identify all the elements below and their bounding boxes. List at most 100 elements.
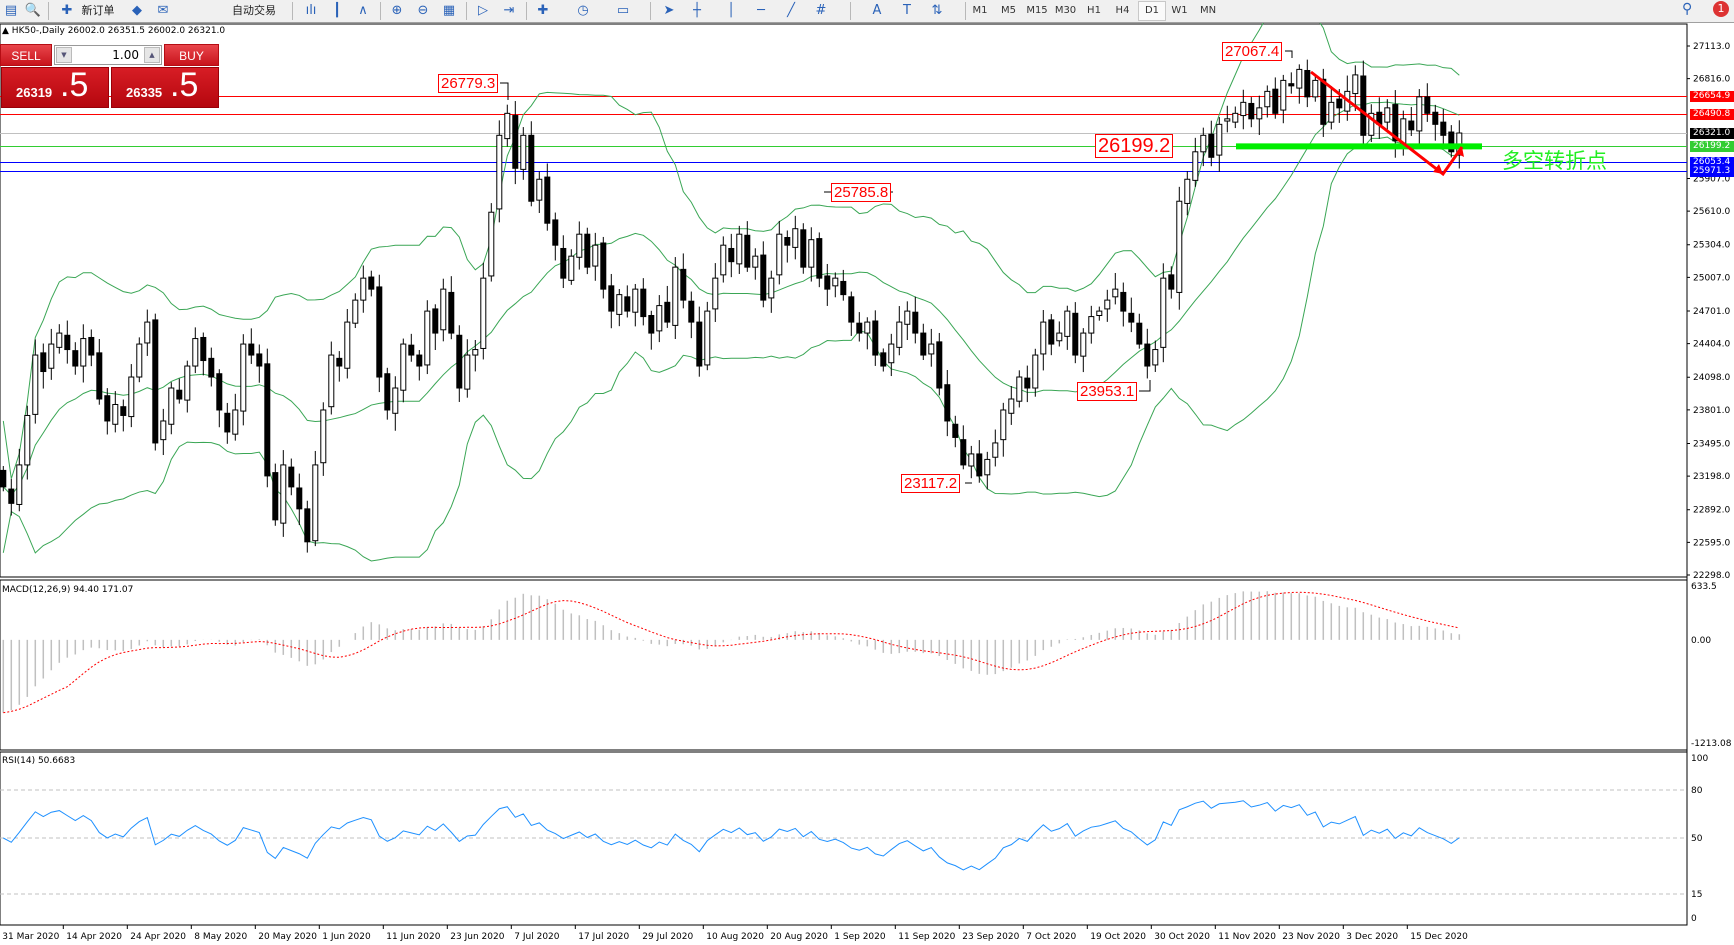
auto-trading-button[interactable]: 自动交易 [232, 4, 276, 17]
candle-body [320, 409, 327, 464]
templates-icon[interactable]: ▭ [616, 3, 630, 18]
candle-body [1336, 98, 1343, 109]
candle-body [600, 242, 607, 290]
candle-body [1088, 316, 1095, 334]
collapse-arrow-icon[interactable]: ▲ [2, 26, 9, 36]
lot-size-value[interactable]: 1.00 [112, 48, 139, 62]
indicators-icon[interactable]: ✚ [537, 3, 549, 18]
new-chart-icon[interactable]: ▤ [4, 3, 18, 18]
date-tick-label: 14 Apr 2020 [66, 932, 122, 942]
timeframe-m30[interactable]: M30 [1054, 5, 1077, 16]
candle-body [80, 338, 87, 367]
text-label-icon[interactable]: T [903, 3, 911, 18]
candle-body [896, 321, 903, 348]
candle-body [440, 288, 447, 331]
candle-body [1136, 322, 1143, 345]
sell-price-button[interactable]: 26319 .5 [1, 66, 109, 108]
annotation-high-nov[interactable]: 27067.4 [1222, 42, 1283, 61]
date-tick-label: 23 Nov 2020 [1282, 932, 1340, 942]
candle-body [640, 288, 647, 318]
chart-shift-icon[interactable]: ⇥ [503, 3, 515, 18]
bar-chart-icon[interactable]: ılı [305, 3, 317, 18]
timeframe-m5[interactable]: M5 [1001, 5, 1016, 16]
ask-price-main: 26335 [126, 85, 163, 100]
candle-body [1000, 409, 1007, 441]
timeframe-m15[interactable]: M15 [1026, 5, 1048, 16]
date-tick-label: 29 Jul 2020 [642, 932, 693, 942]
lot-decrease-button[interactable]: ▼ [56, 47, 72, 63]
fibonacci-icon[interactable]: # [815, 3, 827, 18]
lot-increase-button[interactable]: ▲ [144, 47, 160, 63]
timeframe-m1[interactable]: M1 [972, 5, 988, 16]
candle-body [1128, 312, 1135, 323]
timeframe-h4[interactable]: H4 [1115, 5, 1130, 16]
crosshair-icon[interactable]: ┼ [693, 3, 701, 18]
cursor-icon[interactable]: ➤ [663, 3, 675, 18]
candle-body [120, 406, 127, 416]
zoom-out-icon[interactable]: ⊖ [417, 3, 429, 18]
new-order-icon[interactable]: ✚ [61, 3, 73, 18]
arrows-icon[interactable]: ⇅ [931, 3, 943, 18]
candle-body [784, 236, 791, 246]
profiles-icon[interactable]: 🔍 [24, 3, 42, 18]
line-chart-icon[interactable]: ∧ [358, 3, 368, 18]
candle-body [1008, 398, 1015, 414]
date-tick-label: 7 Jul 2020 [514, 932, 559, 942]
metaeditor-icon[interactable]: ◆ [132, 3, 142, 18]
candle-body [912, 311, 919, 334]
candle-body [280, 464, 287, 524]
price-level-tag: 26654.9 [1690, 91, 1734, 102]
text-icon[interactable]: A [872, 3, 882, 18]
periods-icon[interactable]: ◷ [577, 3, 589, 18]
vertical-line-icon[interactable]: │ [727, 3, 735, 18]
candle-body [752, 255, 759, 268]
search-icon[interactable]: ⚲ [1682, 1, 1693, 17]
candle-body [256, 353, 263, 367]
annotation-high-jul[interactable]: 26779.3 [438, 74, 499, 93]
candle-body [816, 238, 823, 279]
date-tick-label: 17 Jul 2020 [578, 932, 629, 942]
zoom-in-icon[interactable]: ⊕ [391, 3, 403, 18]
candle-body [1432, 111, 1439, 125]
candle-body [1216, 123, 1223, 156]
candle-body [696, 321, 703, 367]
trendline-icon[interactable]: ╱ [787, 3, 795, 18]
buy-price-button[interactable]: 26335 .5 [111, 66, 219, 108]
candle-body [24, 414, 31, 466]
notification-badge[interactable]: 1 [1713, 1, 1729, 17]
candlestick-icon[interactable]: ┃ [333, 3, 341, 18]
horizontal-line-icon[interactable]: ─ [757, 3, 765, 18]
arrow-head-icon [1433, 164, 1443, 174]
timeframe-w1[interactable]: W1 [1171, 5, 1188, 16]
candle-body [16, 464, 23, 505]
sell-button[interactable]: SELL [0, 44, 52, 66]
annotation-pivot[interactable]: 26199.2 [1095, 134, 1174, 158]
pivot-text[interactable]: 多空转折点 [1502, 149, 1607, 173]
tile-windows-icon[interactable]: ▦ [442, 3, 456, 18]
candle-body [720, 244, 727, 276]
candle-body [992, 442, 999, 458]
experts-icon[interactable]: ✉ [157, 3, 169, 18]
annotation-low-oct[interactable]: 23953.1 [1077, 382, 1138, 401]
candle-body [632, 288, 639, 313]
auto-scroll-icon[interactable]: ▷ [478, 3, 488, 18]
annotation-low-sep[interactable]: 23117.2 [901, 474, 961, 493]
timeframe-d1[interactable]: D1 [1138, 1, 1166, 21]
candle-body [352, 299, 359, 324]
candle-body [792, 228, 799, 248]
price-level-tag: 26199.2 [1690, 141, 1734, 152]
timeframe-h1[interactable]: H1 [1087, 5, 1101, 16]
candle-body [872, 320, 879, 356]
candle-body [488, 211, 495, 277]
timeframe-mn[interactable]: MN [1199, 5, 1217, 16]
new-order-button[interactable]: 新订单 [81, 4, 115, 17]
lot-size-field[interactable]: ▼ 1.00 ▲ [54, 45, 162, 65]
candle-body [416, 354, 423, 367]
candle-body [368, 276, 375, 290]
annotation-high-aug[interactable]: 25785.8 [831, 183, 892, 202]
price-tick-label: 25304.0 [1693, 241, 1730, 251]
candle-body [1272, 88, 1279, 114]
toolbar-separator [650, 2, 651, 20]
buy-button[interactable]: BUY [164, 44, 219, 66]
